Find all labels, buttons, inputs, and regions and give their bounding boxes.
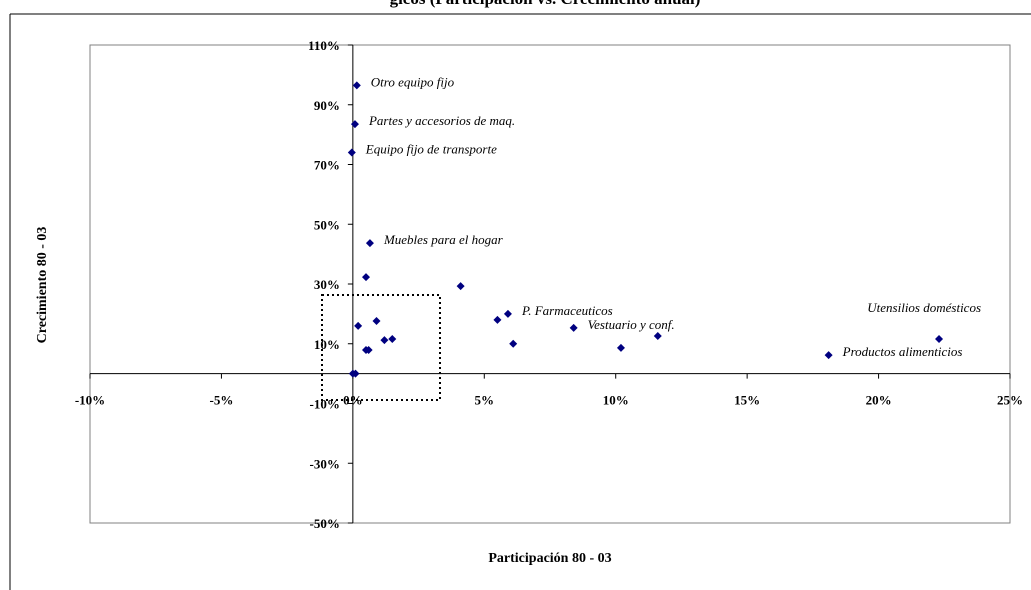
point <box>653 331 662 340</box>
plot-area <box>89 44 1011 524</box>
y-tick-label: -50% <box>310 516 340 531</box>
y-tick-label: 10% <box>314 337 340 352</box>
point-label: P. Farmaceuticos <box>521 303 613 318</box>
y-tick-label: -10% <box>310 397 340 412</box>
point <box>509 339 518 348</box>
x-tick-label: -5% <box>210 393 234 408</box>
point <box>352 81 361 90</box>
point-label: Partes y accesorios de maq. <box>368 113 515 128</box>
point <box>456 282 465 291</box>
point-label: Productos alimenticios <box>842 344 963 359</box>
point <box>380 336 389 345</box>
point <box>365 239 374 248</box>
point-label: Equipo fijo de transporte <box>365 142 497 157</box>
x-tick-label: 10% <box>603 393 629 408</box>
point <box>372 317 381 326</box>
point <box>351 369 360 378</box>
point <box>350 120 359 129</box>
point <box>347 148 356 157</box>
y-tick-label: 50% <box>314 217 340 232</box>
chart-title: gicos (Participación vs. Crecimiento anu… <box>390 0 701 8</box>
point <box>388 334 397 343</box>
x-tick-label: 5% <box>475 393 495 408</box>
point <box>616 343 625 352</box>
point <box>935 334 944 343</box>
point-label: Otro equipo fijo <box>371 74 455 89</box>
x-axis-title: Participación 80 - 03 <box>488 551 611 566</box>
point-label: Vestuario y conf. <box>588 317 675 332</box>
y-axis-title: Crecimiento 80 - 03 <box>35 227 50 344</box>
point-label: Muebles para el hogar <box>383 232 504 247</box>
x-tick-label: 25% <box>997 393 1023 408</box>
point <box>503 309 512 318</box>
y-tick-label: 30% <box>314 277 340 292</box>
point <box>569 323 578 332</box>
y-tick-label: 110% <box>308 38 340 53</box>
y-tick-label: -30% <box>310 456 340 471</box>
point <box>493 315 502 324</box>
x-tick-label: 0% <box>343 393 363 408</box>
point-label: Utensilios domésticos <box>867 300 981 315</box>
x-tick-label: 20% <box>866 393 892 408</box>
point <box>362 273 370 282</box>
highlight-box <box>321 294 441 401</box>
y-tick-label: 70% <box>314 158 340 173</box>
point <box>824 351 833 360</box>
x-tick-label: 15% <box>734 393 760 408</box>
point <box>354 321 363 330</box>
x-tick-label: -10% <box>75 393 105 408</box>
y-tick-label: 90% <box>314 98 340 113</box>
point <box>364 346 373 355</box>
